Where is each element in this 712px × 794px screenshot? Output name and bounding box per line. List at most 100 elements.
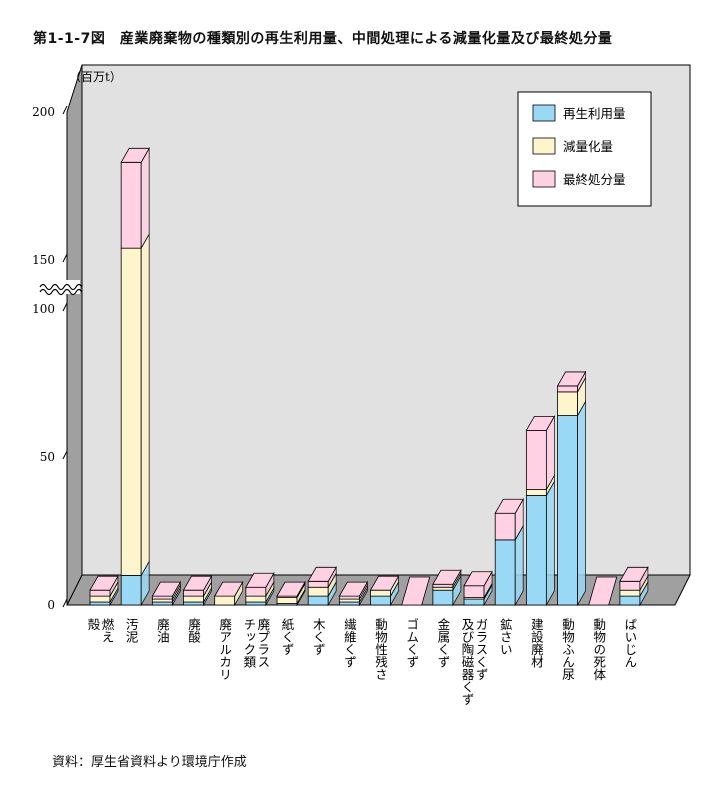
bar-5 <box>213 580 244 607</box>
category-label: 木くず <box>311 618 326 656</box>
bar-9 <box>338 580 369 607</box>
legend-label: 減量化量 <box>563 139 613 154</box>
y-tick-label: 100 <box>32 302 55 316</box>
bar-segment <box>557 391 578 416</box>
bar-segment-side <box>140 146 150 250</box>
bar-segment <box>151 601 173 606</box>
bar-segment <box>370 595 391 606</box>
y-tick-mark <box>62 105 68 115</box>
bar-16 <box>556 370 587 607</box>
axis-break-wave <box>39 283 83 291</box>
category-label: ガラスくず <box>474 618 489 681</box>
bar-7 <box>276 580 306 607</box>
category-label: 廃酸 <box>186 617 201 643</box>
legend-swatch <box>532 170 556 188</box>
bar-segment <box>494 512 516 541</box>
category-label: ばいじん <box>622 618 637 668</box>
bar-top <box>245 572 275 588</box>
chart-source: 資料：厚生省資料より環境庁作成 <box>52 755 247 770</box>
bar-segment <box>307 580 329 588</box>
unit-label: （百万t） <box>69 70 122 84</box>
legend-label: 再生利用量 <box>563 106 626 121</box>
bar-1 <box>89 574 119 607</box>
bar-3 <box>151 580 182 607</box>
bar-8 <box>307 565 337 607</box>
bar-10 <box>369 574 400 607</box>
category-label: 廃油 <box>155 617 170 643</box>
bar-segment <box>245 586 267 597</box>
y-tick-mark <box>62 302 68 312</box>
bar-top <box>369 575 400 591</box>
axis-break-wave <box>39 288 83 296</box>
bar-segment <box>89 595 111 603</box>
legend-swatch <box>532 104 556 122</box>
bar-segment <box>338 601 360 606</box>
bar-segment <box>183 595 204 603</box>
bar-top <box>213 581 244 597</box>
category-label: 廃プラス <box>255 617 270 668</box>
y-tick-label: 200 <box>32 105 55 119</box>
category-label: 廃アルカリ <box>217 617 232 681</box>
bar-segment <box>307 586 329 597</box>
bar-top <box>401 576 431 606</box>
bar-17 <box>588 576 618 606</box>
y-tick-label: 0 <box>47 598 55 612</box>
bar-segment <box>120 161 142 249</box>
bar-6 <box>245 571 275 607</box>
bar-segment <box>151 598 173 603</box>
category-label: ゴムくず <box>404 617 419 668</box>
bar-segment <box>245 601 267 606</box>
category-label: 動物性残さ <box>373 618 388 681</box>
side-wall <box>66 64 83 606</box>
bar-segment <box>619 580 641 591</box>
bar-segment <box>619 589 641 597</box>
bar-top <box>307 566 337 582</box>
legend-swatch <box>532 137 556 155</box>
bar-segment <box>619 595 641 606</box>
category-label: 繊維くず <box>342 617 357 668</box>
bar-top <box>151 581 182 597</box>
bar-top <box>182 575 213 591</box>
bar-15 <box>525 414 556 607</box>
bar-segment <box>245 595 267 603</box>
bar-segment-side <box>545 479 555 607</box>
category-label: チック類 <box>241 618 256 669</box>
bar-segment <box>370 589 391 597</box>
bar-segment <box>432 589 454 606</box>
chart-title: 第1-1-7図 産業廃棄物の種類別の再生利用量、中間処理による減量化量及び最終処… <box>33 31 613 47</box>
bar-segment <box>557 385 578 393</box>
category-label: 動物の死体 <box>591 618 606 681</box>
bar-segment <box>525 489 547 496</box>
bar-top <box>463 571 493 587</box>
y-tick-mark <box>62 450 68 460</box>
bar-segment <box>525 495 547 606</box>
y-tick-label: 50 <box>40 450 55 464</box>
category-label: 汚泥 <box>124 618 139 643</box>
bar-segment <box>463 585 485 599</box>
bar-top <box>619 566 649 582</box>
bar-top <box>120 147 150 163</box>
bar-top <box>525 415 556 431</box>
category-label: 建設廃材 <box>529 618 544 668</box>
legend-label: 最終処分量 <box>563 172 626 187</box>
bar-segment <box>120 575 142 606</box>
bar-segment <box>338 598 360 603</box>
bar-segment <box>432 586 454 591</box>
bar-segment <box>557 415 578 606</box>
bar-top <box>588 576 618 606</box>
axis-break-mask <box>40 280 80 294</box>
bar-segment-side <box>577 400 586 607</box>
category-label: 燃え <box>100 617 115 643</box>
bar-segment <box>89 601 111 606</box>
bar-segment <box>214 595 236 606</box>
category-label: 及び陶磁器くず <box>460 618 475 706</box>
bar-segment <box>89 589 111 597</box>
bar-segment <box>307 595 329 606</box>
bar-top <box>494 498 524 514</box>
bar-top <box>276 581 306 597</box>
bar-top <box>338 581 369 597</box>
y-tick-label: 150 <box>32 253 55 267</box>
bar-segment <box>432 583 454 588</box>
